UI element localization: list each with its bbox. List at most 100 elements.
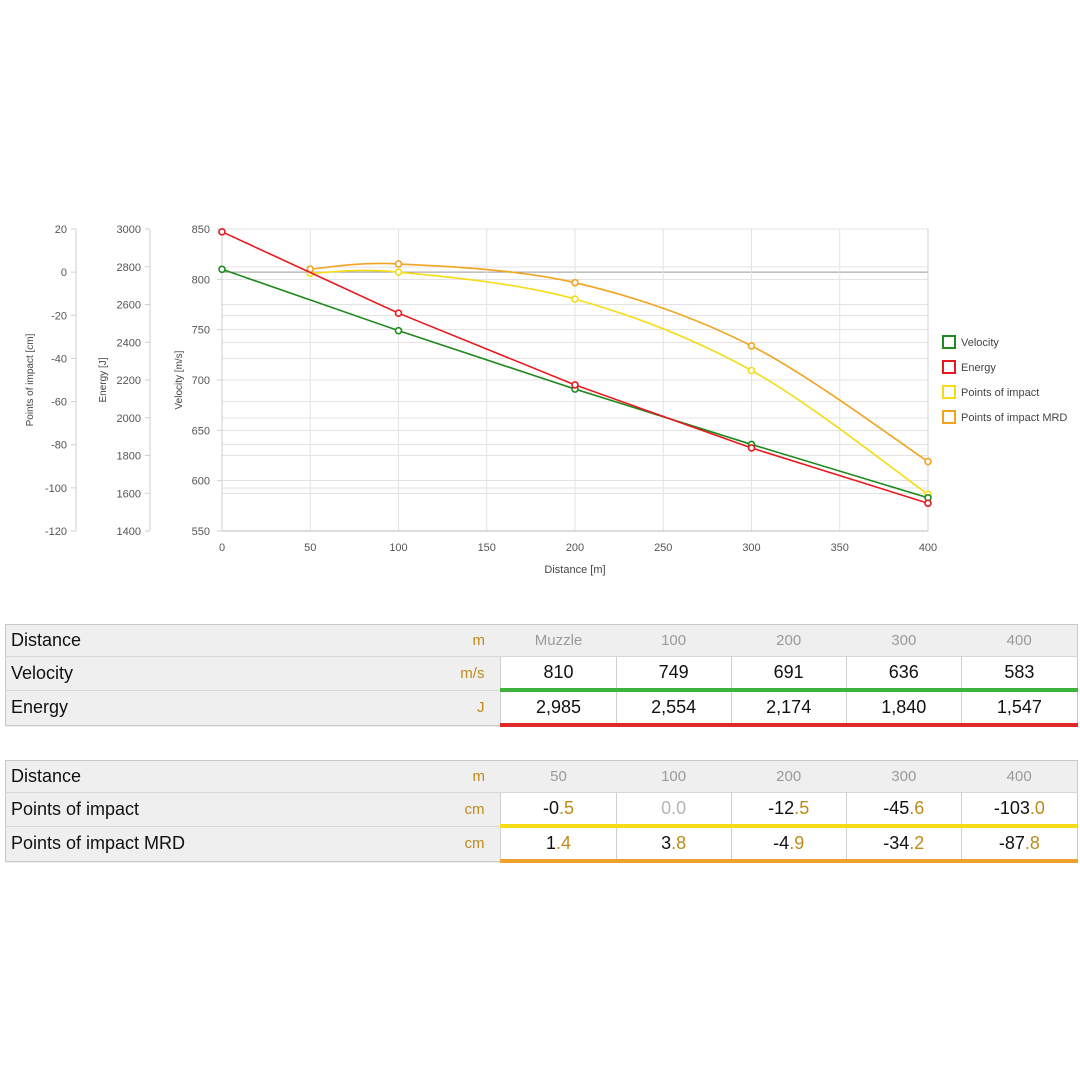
x-tick-label: 300	[742, 542, 760, 554]
points-of-impact-mrd-point	[571, 278, 579, 287]
poi-mrd-value: -87.8	[960, 825, 1078, 863]
energy-tick-label: 1800	[117, 451, 141, 463]
velocity-value: 749	[615, 656, 732, 692]
velocity-tick-label: 850	[192, 224, 210, 236]
poi-unit: cm	[425, 792, 501, 826]
points-of-impact-point	[571, 295, 579, 303]
velocity-value: 636	[845, 656, 962, 692]
distance-col: 100	[661, 632, 687, 649]
velocity-label: Velocity	[5, 656, 426, 690]
energy-axis-title: Energy [J]	[98, 357, 109, 402]
velocity-point	[218, 265, 226, 274]
velocity-axis-title: Velocity [m/s]	[174, 350, 185, 409]
poi-tick-label: -120	[45, 526, 67, 538]
energy-tick-label: 1600	[117, 488, 141, 500]
energy-tick-label: 2400	[117, 337, 141, 349]
velocity-energy-table: Distance m Muzzle 100 200 300 400 Veloci…	[5, 624, 1078, 727]
table-header-row: Distance m Muzzle 100 200 300 400	[6, 625, 1078, 657]
points-of-impact-legend-swatch	[942, 385, 956, 399]
distance-label: Distance	[11, 630, 82, 650]
poi-tick-label: -80	[51, 440, 67, 452]
poi-label: Points of impact	[5, 792, 426, 826]
poi-mrd-value: 3.8	[615, 825, 732, 863]
points-of-impact-point	[747, 366, 756, 375]
velocity-tick-label: 650	[192, 425, 210, 437]
ballistics-chart: 0 50 100 150 200 250 300 350 400 Distance [m] 550 6…	[0, 215, 1080, 595]
distance-col: 200	[776, 768, 802, 785]
energy-tick-label: 2600	[117, 300, 141, 312]
energy-value: 2,174	[730, 689, 847, 727]
poi-tick-label: -100	[45, 483, 67, 495]
energy-value: 1,840	[845, 689, 962, 727]
energy-label: Energy	[5, 689, 426, 725]
points-of-impact-mrd-line	[310, 262, 929, 463]
energy-point	[394, 309, 403, 317]
velocity-tick-label: 700	[192, 375, 210, 387]
points-of-impact-line	[310, 269, 929, 495]
velocity-tick-label: 550	[192, 526, 210, 538]
x-axis-title: Distance [m]	[544, 564, 605, 576]
points-of-impact-mrd-point	[747, 342, 756, 350]
poi-mrd-value: -4.9	[730, 825, 847, 863]
energy-point	[924, 499, 932, 508]
distance-label: Distance	[11, 766, 82, 786]
energy-legend-label: Energy	[961, 362, 996, 374]
velocity-value: 810	[500, 656, 617, 692]
x-tick-label: 150	[478, 542, 496, 554]
distance-unit: m	[472, 632, 485, 649]
poi-mrd-value: -34.2	[845, 825, 962, 863]
energy-value: 2,554	[615, 689, 732, 727]
poi-tick-label: -20	[51, 310, 67, 322]
x-tick-label: 100	[389, 542, 407, 554]
velocity-tick-label: 800	[192, 274, 210, 286]
points-of-impact-row: Points of impact cm -0.5 0.0 -12.5 -45.6…	[5, 792, 1078, 828]
points-of-impact-table: Distance m 50 100 200 300 400 Points of …	[5, 760, 1078, 863]
poi-tick-label: 0	[61, 267, 67, 279]
poi-value: -45.6	[845, 792, 962, 828]
x-tick-label: 50	[304, 542, 316, 554]
poi-value: 0.0	[615, 792, 732, 828]
distance-col: 300	[891, 768, 917, 785]
velocity-unit: m/s	[425, 656, 501, 690]
poi-tick-label: -60	[51, 397, 67, 409]
velocity-value: 691	[730, 656, 847, 692]
energy-tick-label: 3000	[117, 224, 141, 236]
points-of-impact-mrd-row: Points of impact MRD cm 1.4 3.8 -4.9 -34…	[5, 825, 1078, 863]
velocity-legend-swatch	[942, 335, 956, 349]
x-tick-label: 200	[566, 542, 584, 554]
energy-tick-label: 2200	[117, 375, 141, 387]
poi-value: -0.5	[500, 792, 617, 828]
velocity-value: 583	[960, 656, 1078, 692]
energy-tick-label: 2000	[117, 413, 141, 425]
distance-col: 50	[550, 768, 567, 785]
x-tick-label: 0	[219, 542, 225, 554]
points-of-impact-legend-label: Points of impact	[961, 387, 1039, 399]
poi-value: -12.5	[730, 792, 847, 828]
poi-tick-label: 20	[55, 224, 67, 236]
distance-col: 200	[776, 632, 802, 649]
poi-axis-title: Points of impact [cm]	[25, 333, 36, 426]
distance-col: 400	[1006, 632, 1032, 649]
poi-mrd-label: Points of impact MRD	[5, 825, 426, 861]
points-of-impact-mrd-legend-swatch	[942, 410, 956, 424]
energy-unit: J	[425, 689, 501, 725]
distance-col: 400	[1006, 768, 1032, 785]
velocity-tick-label: 600	[192, 476, 210, 488]
energy-value: 1,547	[960, 689, 1078, 727]
points-of-impact-mrd-legend-label: Points of impact MRD	[961, 412, 1067, 424]
velocity-tick-label: 750	[192, 325, 210, 337]
x-tick-label: 350	[831, 542, 849, 554]
velocity-point	[394, 326, 403, 335]
energy-legend-swatch	[942, 360, 956, 374]
energy-point	[747, 444, 756, 452]
points-of-impact-point	[394, 268, 403, 276]
points-of-impact-mrd-point	[394, 260, 403, 268]
distance-unit: m	[472, 768, 485, 785]
velocity-legend-label: Velocity	[961, 337, 999, 349]
table-header-row: Distance m 50 100 200 300 400	[6, 761, 1078, 793]
energy-tick-label: 2800	[117, 262, 141, 274]
poi-value: -103.0	[960, 792, 1078, 828]
distance-col: 100	[661, 768, 687, 785]
energy-point	[571, 381, 579, 389]
